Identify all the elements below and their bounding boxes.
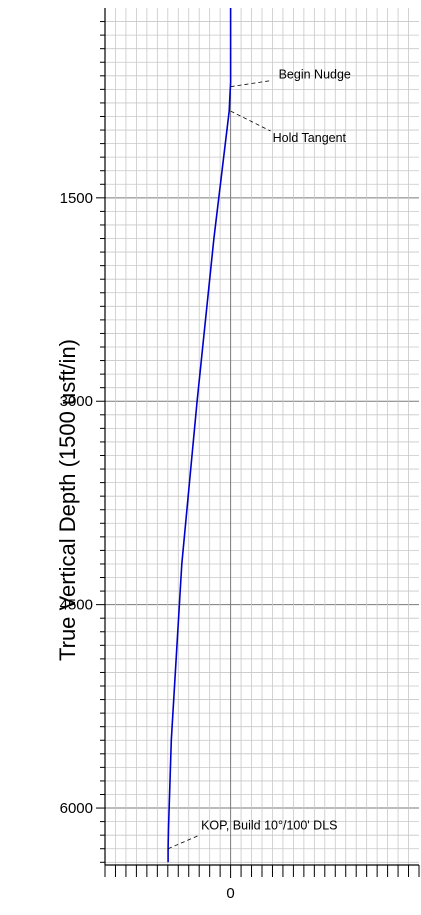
y-tick-label: 3000 [60,393,93,410]
grid [105,8,419,865]
y-tick-label: 6000 [60,800,93,817]
y-axis-title: True Vertical Depth (1500 usft/in) [55,339,80,661]
ticks: 1500 3000 4500 6000 0 [60,21,420,902]
annotations: Begin Nudge Hold Tangent KOP, Build 10°/10… [167,68,351,850]
y-tick-label: 4500 [60,597,93,614]
annotation-label: Begin Nudge [279,68,351,82]
annotation-leader [230,80,271,88]
y-tick-label: 1500 [60,190,93,207]
x-tick-label: 0 [226,885,234,902]
series-layer [167,8,232,863]
series-line [167,8,232,863]
annotation-label: Hold Tangent [273,131,347,145]
annotation-label: KOP, Build 10°/100' DLS [201,819,337,833]
annotation-leader [167,835,199,850]
annotation-leader [230,110,271,132]
